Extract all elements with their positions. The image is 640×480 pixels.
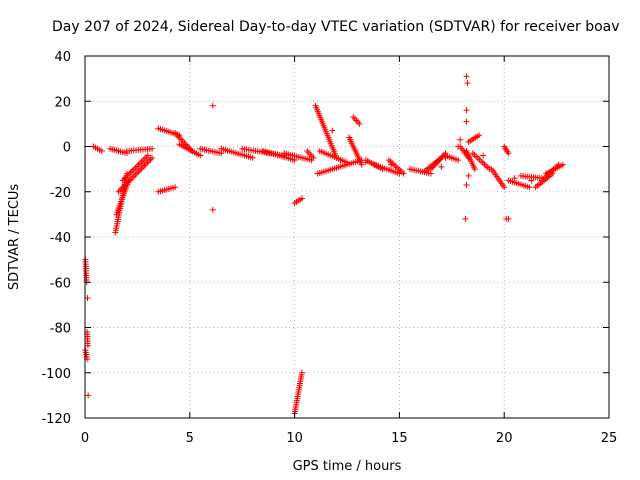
ticks: 0 5 10 15 20 25 -120 -100 -80 -60 -40 -20 0 20 40 [41, 50, 617, 446]
data-point [463, 107, 470, 114]
data-point [465, 172, 472, 179]
data-point [310, 154, 317, 161]
data-point [442, 154, 449, 161]
data-point [480, 152, 487, 159]
data-point [441, 151, 448, 158]
data-point [455, 157, 462, 164]
y-tick-label: -60 [50, 276, 71, 291]
data-point [85, 392, 92, 399]
data-point [362, 159, 369, 166]
data-point [463, 73, 470, 80]
data-point [98, 148, 105, 155]
y-tick-label: -120 [41, 412, 71, 427]
data-point [144, 152, 151, 159]
data-point [400, 170, 407, 177]
data-point [209, 102, 216, 109]
data-point [471, 166, 478, 173]
grid [85, 56, 609, 418]
y-tick-label: -100 [41, 367, 71, 382]
data-point [388, 161, 395, 168]
y-axis-label: SDTVAR / TECUs [7, 184, 22, 291]
data-points [82, 73, 566, 417]
data-point [209, 206, 216, 213]
data-point [197, 152, 204, 159]
x-tick-label: 0 [81, 431, 89, 446]
data-point [476, 132, 483, 139]
data-point [505, 150, 512, 157]
data-point [511, 175, 518, 182]
data-point [84, 295, 91, 302]
data-point [464, 80, 471, 87]
y-tick-label: 40 [54, 50, 71, 65]
x-tick-label: 15 [391, 431, 408, 446]
data-point [115, 188, 122, 195]
x-tick-label: 5 [186, 431, 194, 446]
data-point [298, 369, 305, 376]
data-point [149, 145, 156, 152]
y-tick-label: -80 [50, 322, 71, 337]
y-tick-label: -40 [50, 231, 71, 246]
y-tick-label: 0 [63, 141, 71, 156]
data-point [117, 187, 124, 194]
data-point [526, 184, 533, 191]
data-point [559, 161, 566, 168]
data-point [356, 120, 363, 127]
data-point [84, 342, 91, 349]
data-point [505, 215, 512, 222]
data-point [249, 154, 256, 161]
data-point [172, 184, 179, 191]
data-point [457, 136, 464, 143]
y-tick-label: -20 [50, 186, 71, 201]
x-tick-label: 20 [496, 431, 513, 446]
data-point [344, 159, 350, 166]
chart-title: Day 207 of 2024, Sidereal Day-to-day VTE… [52, 19, 620, 35]
data-point [463, 181, 470, 188]
data-point [501, 184, 508, 191]
data-point [337, 157, 344, 164]
plot-frame [84, 55, 610, 419]
y-tick-label: 20 [54, 95, 71, 110]
data-point [528, 177, 535, 184]
x-tick-label: 10 [286, 431, 303, 446]
x-axis-label: GPS time / hours [293, 459, 402, 474]
data-point [329, 127, 336, 134]
x-tick-label: 25 [601, 431, 618, 446]
data-point [149, 154, 156, 161]
data-point [298, 195, 305, 202]
data-point [455, 143, 462, 150]
data-point [463, 118, 470, 125]
data-point [438, 163, 445, 170]
data-point [462, 215, 469, 222]
data-point [358, 161, 365, 168]
